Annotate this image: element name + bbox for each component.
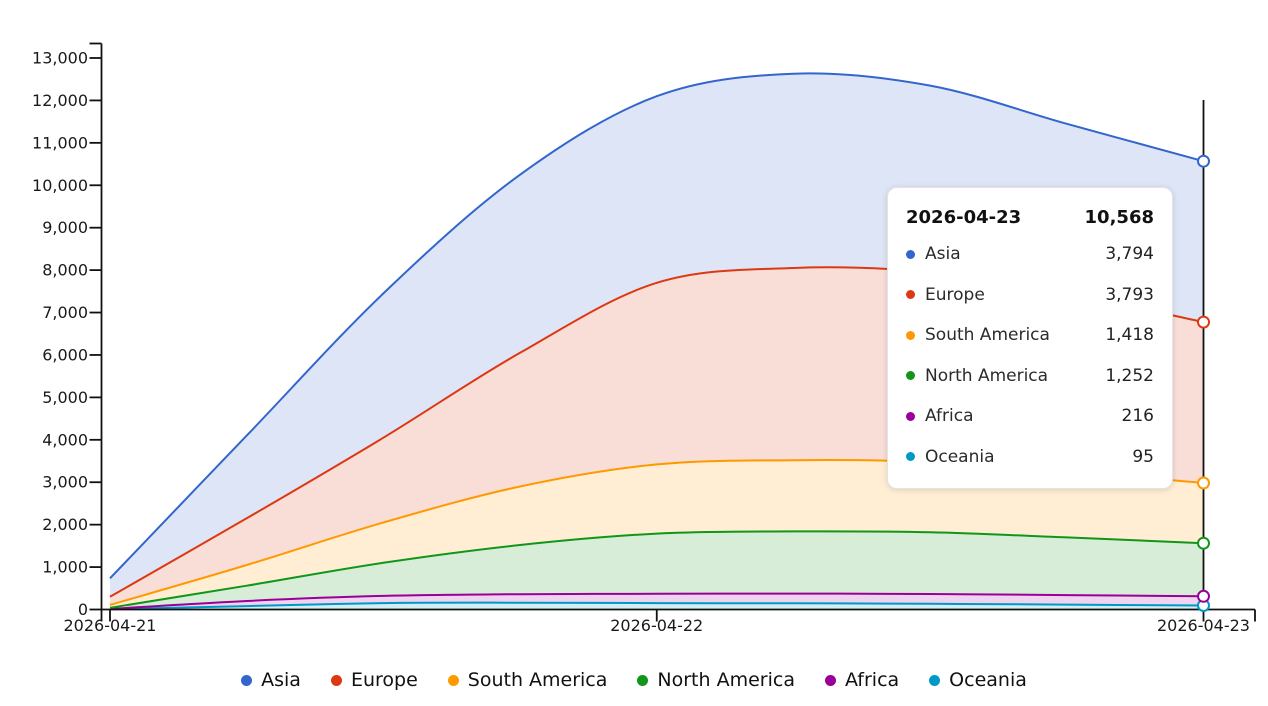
tooltip-row-label: Oceania	[925, 446, 995, 467]
tooltip-row: Europe 3,793	[906, 275, 1154, 316]
tooltip-row-value: 1,252	[1105, 365, 1154, 386]
y-tick-label: 6,000	[42, 345, 88, 364]
y-tick-label: 11,000	[32, 133, 88, 152]
hover-markers	[1197, 154, 1210, 612]
legend-label: Asia	[261, 669, 301, 691]
legend-item-asia[interactable]: Asia	[241, 669, 301, 691]
series-dot-icon	[241, 674, 253, 686]
x-tick-label: 2026-04-21	[64, 616, 157, 635]
y-tick-label: 5,000	[42, 388, 88, 407]
tooltip-row: Asia 3,794	[906, 234, 1154, 275]
series-lines	[109, 72, 1204, 611]
series-dot-icon	[637, 674, 649, 686]
y-tick-label: 1,000	[42, 558, 88, 577]
legend-item-south-america[interactable]: South America	[447, 669, 608, 691]
legend: Asia Europe South America North America …	[0, 664, 1268, 696]
legend-label: North America	[657, 669, 795, 691]
series-dot-icon	[906, 249, 915, 259]
area-band-north-america	[110, 531, 1204, 609]
tooltip-row-label: North America	[925, 365, 1049, 386]
tooltip-header: 2026-04-23 10,568	[906, 200, 1154, 234]
y-tick-label: 0	[78, 600, 88, 619]
series-line-north-america	[109, 530, 1204, 609]
legend-item-africa[interactable]: Africa	[824, 669, 900, 691]
legend-item-north-america[interactable]: North America	[637, 669, 795, 691]
y-tick-label: 8,000	[42, 261, 88, 280]
tooltip-row-label: Africa	[925, 406, 974, 427]
point-marker-north-america	[1197, 536, 1210, 550]
legend-label: Africa	[844, 669, 900, 691]
point-marker-africa	[1197, 589, 1210, 603]
series-line-asia	[109, 72, 1204, 579]
x-axis: 2026-04-21 2026-04-22 2026-04-23	[64, 608, 1256, 635]
tooltip-row-value: 1,418	[1105, 325, 1154, 346]
tooltip-row-label: South America	[925, 325, 1050, 346]
tooltip-row-value: 3,793	[1105, 284, 1154, 305]
series-dot-icon	[447, 674, 459, 686]
y-tick-label: 2,000	[42, 515, 88, 534]
y-tick-label: 9,000	[42, 218, 88, 237]
legend-label: Europe	[350, 669, 418, 691]
tooltip-row-value: 216	[1121, 406, 1154, 427]
legend-item-europe[interactable]: Europe	[330, 669, 418, 691]
y-tick-label: 7,000	[42, 303, 88, 322]
y-tick-label: 12,000	[32, 91, 88, 110]
tooltip-row: North America 1,252	[906, 356, 1154, 397]
tooltip-row: South America 1,418	[906, 315, 1154, 356]
tooltip-date: 2026-04-23	[906, 206, 1022, 228]
tooltip-row-value: 95	[1132, 446, 1154, 467]
tooltip-row: Africa 216	[906, 396, 1154, 437]
legend-label: South America	[467, 669, 608, 691]
y-tick-label: 3,000	[42, 473, 88, 492]
tooltip-row-label: Europe	[925, 284, 985, 305]
legend-label: Oceania	[949, 669, 1027, 691]
y-axis: 0 1,000 2,000 3,000 4,000 5,000 6,000 7,000 8,00…	[32, 42, 103, 619]
area-band-south-america	[110, 460, 1204, 608]
y-tick-label: 13,000	[32, 49, 88, 68]
y-tick-label: 10,000	[32, 176, 88, 195]
point-marker-south-america	[1197, 476, 1210, 490]
tooltip-row-label: Asia	[925, 244, 961, 265]
series-dot-icon	[906, 290, 915, 300]
x-tick-label: 2026-04-22	[610, 616, 703, 635]
point-marker-asia	[1197, 154, 1210, 168]
area-band-africa	[110, 593, 1204, 610]
series-line-oceania	[109, 601, 1204, 611]
series-dot-icon	[906, 330, 915, 340]
x-tick-label: 2026-04-23	[1157, 616, 1250, 635]
y-tick-label: 4,000	[42, 430, 88, 449]
point-marker-europe	[1197, 315, 1210, 329]
tooltip-total: 10,568	[1084, 206, 1154, 228]
series-dot-icon	[906, 452, 915, 462]
series-line-africa	[109, 592, 1204, 610]
series-dot-icon	[906, 371, 915, 381]
tooltip: 2026-04-23 10,568 Asia 3,794 Europe 3,79…	[887, 187, 1173, 489]
series-dot-icon	[824, 674, 836, 686]
series-dot-icon	[929, 674, 941, 686]
legend-item-oceania[interactable]: Oceania	[929, 669, 1027, 691]
tooltip-row-value: 3,794	[1105, 244, 1154, 265]
tooltip-row: Oceania 95	[906, 437, 1154, 478]
series-dot-icon	[906, 411, 915, 421]
series-dot-icon	[330, 674, 342, 686]
